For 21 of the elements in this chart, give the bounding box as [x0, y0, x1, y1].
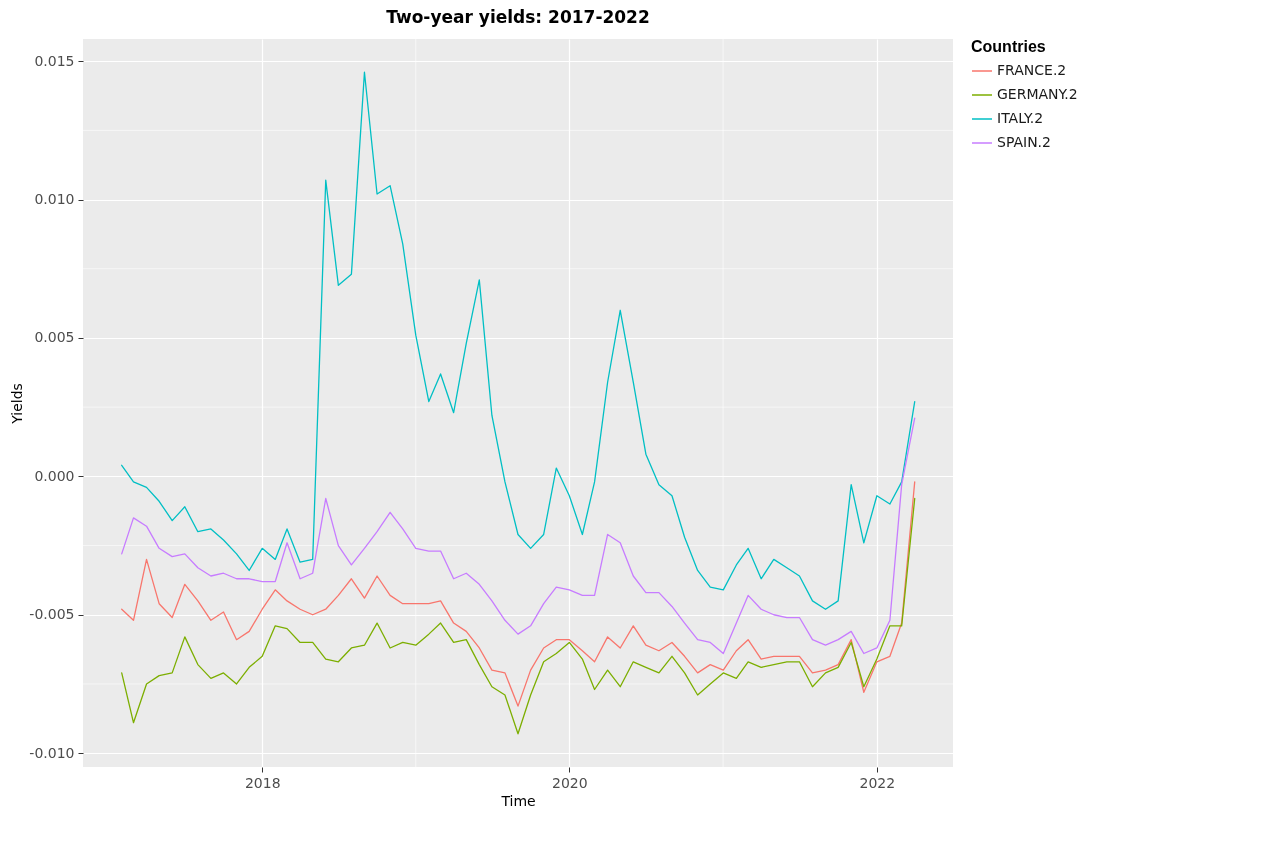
x-tick-label: 2020 [552, 774, 588, 791]
x-axis-title: Time [500, 792, 536, 809]
y-tick-label: -0.010 [29, 744, 75, 761]
y-tick-label: 0.005 [34, 329, 75, 346]
line-series [121, 481, 916, 707]
legend-label: FRANCE.2 [997, 62, 1067, 78]
line-series [121, 417, 916, 655]
legend-label: ITALY.2 [997, 110, 1044, 126]
chart-title: Two-year yields: 2017-2022 [386, 6, 650, 27]
y-tick-label: 0.000 [34, 467, 75, 484]
legend-label: SPAIN.2 [997, 134, 1051, 150]
x-tick-label: 2018 [244, 774, 281, 791]
line-series [121, 497, 916, 735]
y-tick-label: -0.005 [29, 606, 75, 623]
y-axis-title: Yields [9, 383, 26, 425]
legend-title: Countries [971, 38, 1046, 55]
y-tick-label: 0.015 [34, 52, 75, 69]
y-tick-label: 0.010 [34, 191, 75, 208]
x-tick-label: 2022 [859, 774, 896, 791]
line-series [121, 71, 916, 610]
legend-label: GERMANY.2 [997, 86, 1078, 102]
